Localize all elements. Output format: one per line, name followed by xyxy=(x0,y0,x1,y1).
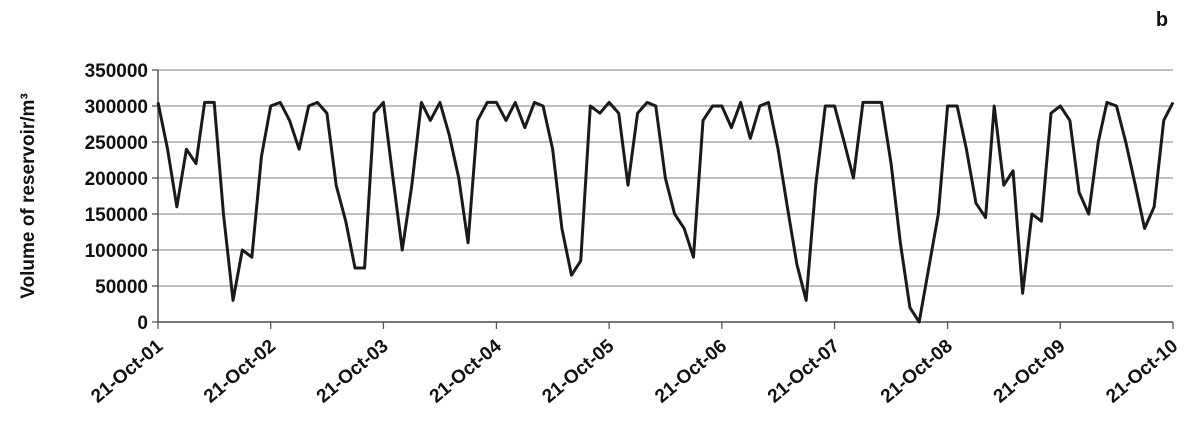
x-tick-label: 21-Oct-03 xyxy=(313,336,393,408)
y-tick-label: 100000 xyxy=(85,241,148,262)
x-tick-label: 21-Oct-01 xyxy=(87,335,167,407)
y-tick-label: 150000 xyxy=(85,205,148,226)
x-tick-label: 21-Oct-04 xyxy=(426,335,506,407)
y-tick-label: 300000 xyxy=(85,97,148,118)
x-tick-label: 21-Oct-08 xyxy=(877,336,957,408)
y-tick-label: 0 xyxy=(137,313,148,334)
y-tick-label: 200000 xyxy=(85,169,148,190)
panel-label: b xyxy=(1156,9,1168,31)
data-line xyxy=(156,100,1175,324)
x-tick-label: 21-Oct-10 xyxy=(1102,336,1182,408)
x-tick-label: 21-Oct-07 xyxy=(764,336,844,408)
y-axis-label: Volume of reservoir/m³ xyxy=(18,93,39,299)
x-tick-label: 21-Oct-05 xyxy=(539,335,619,407)
x-tick-label: 21-Oct-06 xyxy=(651,336,731,408)
x-tick-label: 21-Oct-09 xyxy=(990,336,1070,408)
y-tick-label: 350000 xyxy=(85,61,148,82)
x-tick-label: 21-Oct-02 xyxy=(200,336,280,408)
y-tick-label: 250000 xyxy=(85,133,148,154)
y-tick-label: 50000 xyxy=(95,277,148,298)
